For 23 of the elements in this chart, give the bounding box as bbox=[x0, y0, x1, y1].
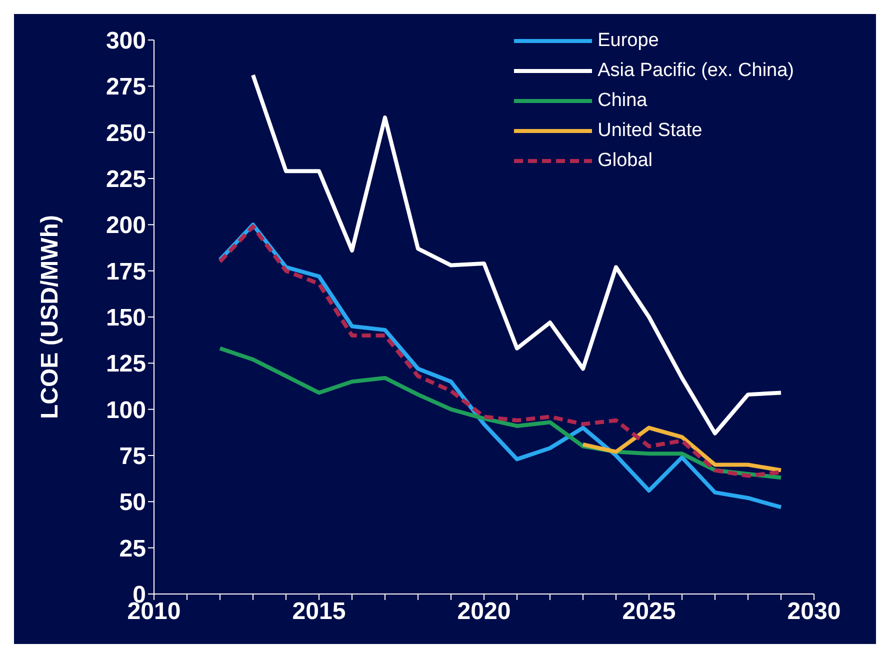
legend-label: China bbox=[598, 90, 648, 112]
x-tick-label: 2015 bbox=[292, 598, 346, 626]
legend-label: Asia Pacific (ex. China) bbox=[598, 60, 794, 82]
y-tick-label: 125 bbox=[106, 350, 146, 378]
y-tick-label: 300 bbox=[106, 28, 146, 55]
y-tick-label: 200 bbox=[106, 212, 146, 240]
legend-label: United State bbox=[598, 120, 702, 142]
legend-label: Global bbox=[598, 150, 653, 172]
y-tick-label: 225 bbox=[106, 166, 146, 194]
y-tick-label: 25 bbox=[119, 535, 146, 562]
legend-label: Europe bbox=[598, 30, 659, 52]
y-axis-title: LCOE (USD/MWh) bbox=[36, 215, 64, 419]
y-tick-label: 250 bbox=[106, 120, 146, 147]
x-tick-label: 2020 bbox=[457, 598, 511, 626]
x-tick-label: 2030 bbox=[787, 598, 841, 626]
x-tick-label: 2025 bbox=[622, 598, 676, 626]
y-tick-label: 175 bbox=[106, 258, 146, 286]
line-series bbox=[581, 426, 783, 472]
y-tick-label: 100 bbox=[106, 396, 146, 424]
y-tick-label: 275 bbox=[106, 74, 146, 101]
y-tick-label: 50 bbox=[119, 489, 146, 516]
y-tick-label: 75 bbox=[119, 443, 146, 470]
y-tick-label: 150 bbox=[106, 304, 146, 332]
